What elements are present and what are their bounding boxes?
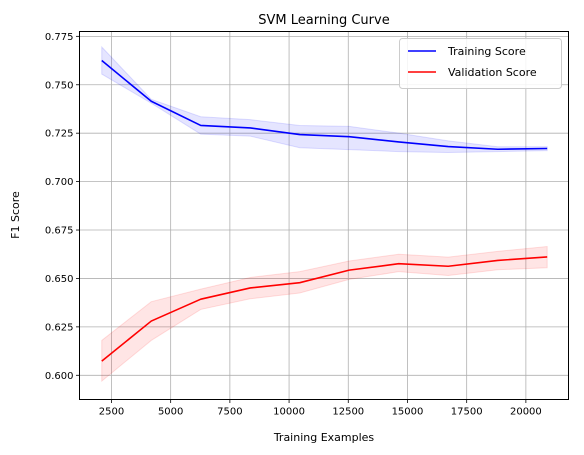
x-axis-title: Training Examples (273, 431, 375, 444)
x-tick-label: 7500 (217, 407, 242, 418)
training-score-line (101, 59, 548, 151)
validation-score-line (101, 256, 548, 362)
y-tick-label: 0.700 (45, 177, 74, 188)
y-axis-ticks: 0.600 0.625 0.650 0.675 0.700 0.725 0.750 0.775 (45, 32, 80, 382)
y-tick-label: 0.600 (45, 371, 74, 382)
y-tick-label: 0.750 (45, 80, 74, 91)
x-tick-label: 12500 (332, 407, 364, 418)
series-lines (101, 59, 548, 362)
y-tick-label: 0.725 (45, 129, 74, 140)
x-tick-label: 2500 (99, 407, 124, 418)
y-tick-label: 0.625 (45, 322, 74, 333)
x-tick-label: 5000 (158, 407, 183, 418)
legend: Training Score Validation Score (399, 38, 562, 89)
grid-lines (79, 31, 569, 400)
x-axis-ticks: 2500 5000 7500 10000 12500 15000 17500 20000 (99, 399, 542, 418)
y-tick-label: 0.650 (45, 274, 74, 285)
y-tick-label: 0.775 (45, 32, 74, 43)
legend-label-training: Training Score (447, 45, 526, 58)
plot-frame (79, 31, 569, 400)
y-tick-label: 0.675 (45, 226, 74, 237)
chart-title: SVM Learning Curve (258, 13, 389, 28)
x-tick-label: 20000 (510, 407, 542, 418)
legend-box (399, 38, 562, 89)
x-tick-label: 10000 (273, 407, 305, 418)
legend-label-validation: Validation Score (448, 66, 537, 79)
x-tick-label: 15000 (392, 407, 424, 418)
y-axis-title: F1 Score (9, 191, 22, 239)
x-tick-label: 17500 (451, 407, 483, 418)
